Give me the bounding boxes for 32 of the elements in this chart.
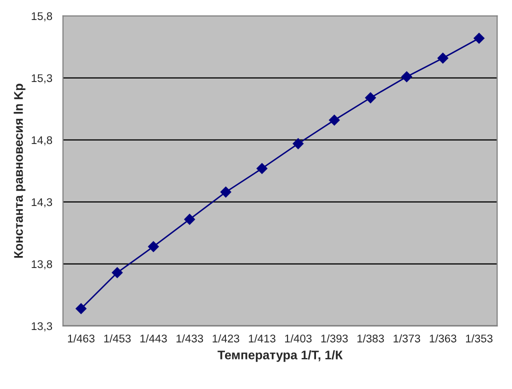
x-tick-label: 1/383 [357,334,384,342]
x-tick-label: 1/353 [466,334,492,342]
point [328,114,340,126]
y-tick-label: 14,3 [32,198,52,208]
x-tick-label: 1/403 [285,334,312,342]
y-tick-label: 13,8 [32,260,52,270]
point [256,163,268,174]
point [474,32,484,44]
x-axis-title: Температура 1/Т, 1/К [218,350,343,362]
x-tick-label: 1/463 [68,334,94,342]
y-tick-label: 14,8 [32,136,52,146]
point [220,186,232,198]
x-tick-label: 1/393 [321,334,348,342]
y-axis-title: Константа равновесия ln Kp [14,84,26,258]
point [365,92,376,104]
point [112,267,123,278]
y-tick-label: 13,3 [32,322,52,332]
point [292,138,304,150]
point [184,214,196,225]
x-tick-label: 1/373 [394,334,420,342]
x-tick-label: 1/443 [140,334,167,342]
x-tick-label: 1/433 [176,334,204,342]
x-tick-label: 1/363 [430,334,456,342]
point [148,241,159,252]
point [76,303,86,314]
y-tick-label: 15,3 [32,74,52,84]
point [437,52,448,64]
point [401,71,412,82]
x-tick-label: 1/423 [212,334,240,342]
y-tick-label: 15,8 [32,12,52,22]
x-tick-label: 1/413 [248,334,276,342]
x-tick-label: 1/453 [104,334,131,342]
